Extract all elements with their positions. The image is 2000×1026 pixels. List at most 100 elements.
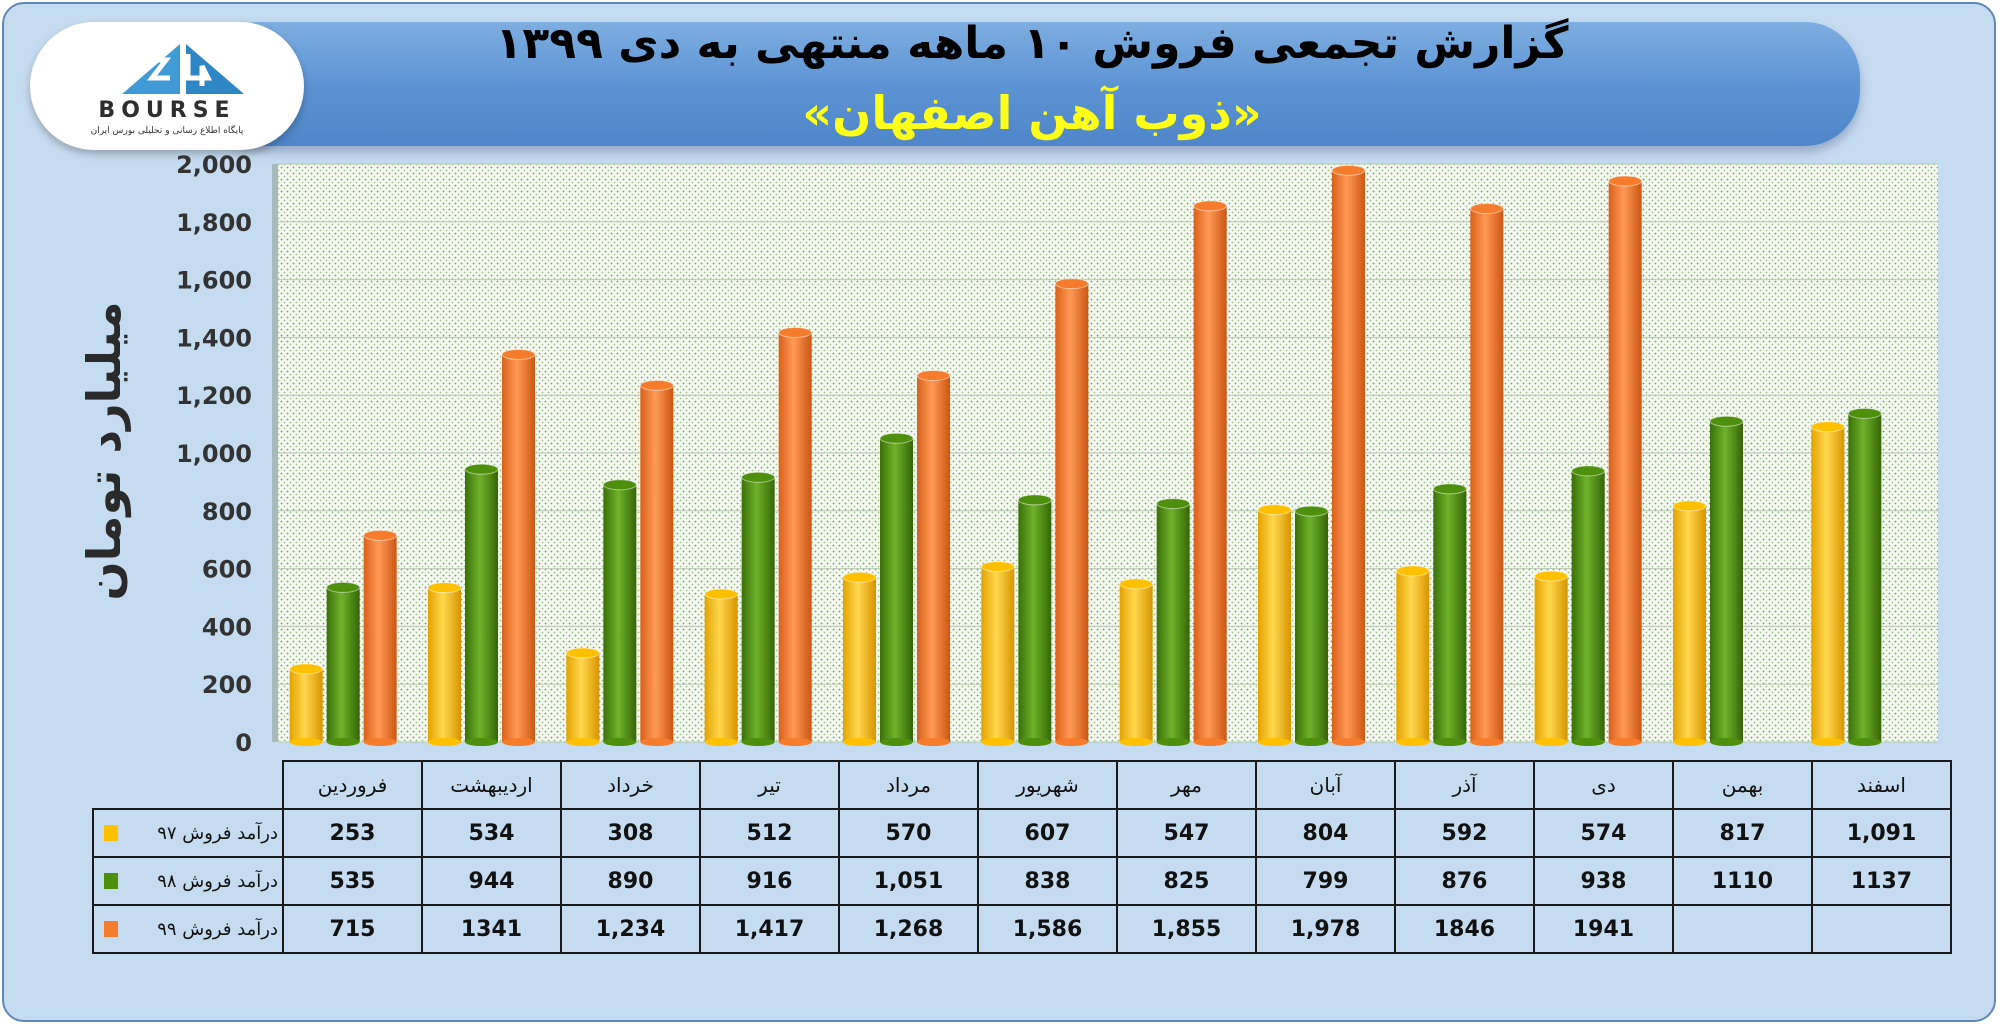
bar xyxy=(1257,504,1292,746)
data-label: 308 xyxy=(560,808,701,858)
data-label: 944 xyxy=(421,856,562,906)
data-label: 817 xyxy=(1672,808,1813,858)
bar xyxy=(363,529,398,746)
bar xyxy=(1156,498,1191,746)
data-label: 1110 xyxy=(1672,856,1813,906)
data-label xyxy=(1672,904,1813,954)
data-label: 570 xyxy=(838,808,979,858)
data-label: 253 xyxy=(282,808,423,858)
category-label: دی xyxy=(1533,760,1674,810)
data-label: 1341 xyxy=(421,904,562,954)
data-label: 1,978 xyxy=(1255,904,1396,954)
bar xyxy=(1571,465,1606,746)
chart-subtitle: «ذوب آهن اصفهان» xyxy=(802,86,1262,140)
data-label: 1941 xyxy=(1533,904,1674,954)
data-label: 607 xyxy=(977,808,1118,858)
data-label: 916 xyxy=(699,856,840,906)
bar xyxy=(741,471,776,746)
data-label: 715 xyxy=(282,904,423,954)
bar xyxy=(879,432,914,746)
bar xyxy=(464,463,499,746)
bar xyxy=(1054,278,1089,746)
y-tick-label: 1,800 xyxy=(176,209,252,237)
bar xyxy=(1331,164,1366,746)
chart-title: گزارش تجمعی فروش ۱۰ ماهه منتهی به دی ۱۳۹… xyxy=(495,18,1569,69)
series-name: درآمد فروش ۹۹ xyxy=(157,918,278,940)
bar xyxy=(1810,421,1845,746)
category-label: تیر xyxy=(699,760,840,810)
category-label: مهر xyxy=(1116,760,1257,810)
category-label: فروردین xyxy=(282,760,423,810)
table-header-row: فروردین اردیبهشت خرداد تیر مرداد شهریور مهر آبا… xyxy=(93,760,1952,810)
bar xyxy=(704,588,739,746)
bar xyxy=(980,561,1015,746)
data-label xyxy=(1811,904,1952,954)
data-label: 1,234 xyxy=(560,904,701,954)
bar xyxy=(602,479,637,746)
data-label: 1,855 xyxy=(1116,904,1257,954)
bar xyxy=(916,370,951,746)
bar xyxy=(326,581,361,746)
category-label: اسفند xyxy=(1811,760,1952,810)
logo-wordmark: BOURSE xyxy=(98,98,236,123)
title-banner xyxy=(204,22,1860,146)
y-tick-label: 1,200 xyxy=(176,382,252,410)
legend-entry: درآمد فروش ۹۸ xyxy=(92,856,284,906)
bar xyxy=(1395,565,1430,746)
bar xyxy=(1119,578,1154,746)
y-tick-label: 0 xyxy=(235,729,252,757)
legend-entry: درآمد فروش ۹۹ xyxy=(92,904,284,954)
bar xyxy=(1432,483,1467,746)
category-label: شهریور xyxy=(977,760,1118,810)
legend-entry: درآمد فروش ۹۷ xyxy=(92,808,284,858)
data-label: 1137 xyxy=(1811,856,1952,906)
y-tick-label: 1,000 xyxy=(176,440,252,468)
bar xyxy=(1608,175,1643,746)
table-row: درآمد فروش ۹۸ 535 944 890 916 1,051 838 825 799 8… xyxy=(92,856,1952,906)
data-label: 534 xyxy=(421,808,562,858)
data-label: 1,051 xyxy=(838,856,979,906)
data-label: 1,268 xyxy=(838,904,979,954)
bar xyxy=(427,582,462,746)
bar xyxy=(501,348,536,746)
category-label: اردیبهشت xyxy=(421,760,562,810)
y-tick-label: 2,000 xyxy=(176,151,252,179)
data-label: 799 xyxy=(1255,856,1396,906)
bar xyxy=(1847,407,1882,746)
bar xyxy=(778,326,813,746)
data-label: 938 xyxy=(1533,856,1674,906)
table-row: درآمد فروش ۹۷ 253 534 308 512 570 607 547 804 592… xyxy=(92,808,1952,858)
data-label: 825 xyxy=(1116,856,1257,906)
data-label: 1,091 xyxy=(1811,808,1952,858)
table-corner xyxy=(93,761,284,810)
bar xyxy=(1709,415,1744,746)
y-tick-label: 200 xyxy=(202,671,252,699)
category-label: مرداد xyxy=(838,760,979,810)
data-label: 574 xyxy=(1533,808,1674,858)
bar-chart: 0 200 400 600 800 1,000 1,200 1,400 1,600 1,800 2,… xyxy=(176,151,1938,757)
bar xyxy=(1193,200,1228,746)
category-label: آذر xyxy=(1394,760,1535,810)
bar xyxy=(1017,494,1052,746)
bars xyxy=(289,164,1882,746)
bar xyxy=(1534,570,1569,746)
bar xyxy=(1672,500,1707,746)
y-tick-label: 600 xyxy=(202,556,252,584)
y-tick-labels: 0 200 400 600 800 1,000 1,200 1,400 1,600 1,800 2,… xyxy=(176,151,252,757)
bourse-logo: BOURSE پایگاه اطلاع رسانی و تحلیلی بورس … xyxy=(30,22,304,150)
category-label: بهمن xyxy=(1672,760,1813,810)
y-tick-label: 1,600 xyxy=(176,267,252,295)
data-label: 1846 xyxy=(1394,904,1535,954)
bar xyxy=(1469,203,1504,746)
y-tick-label: 1,400 xyxy=(176,324,252,352)
data-label: 1,417 xyxy=(699,904,840,954)
y-tick-label: 800 xyxy=(202,498,252,526)
logo-mark-icon xyxy=(122,44,244,94)
bar xyxy=(565,647,600,746)
grid-lines xyxy=(278,163,1938,743)
y-tick-label: 400 xyxy=(202,613,252,641)
bar xyxy=(1294,505,1329,746)
data-label: 1,586 xyxy=(977,904,1118,954)
bar xyxy=(639,379,674,746)
